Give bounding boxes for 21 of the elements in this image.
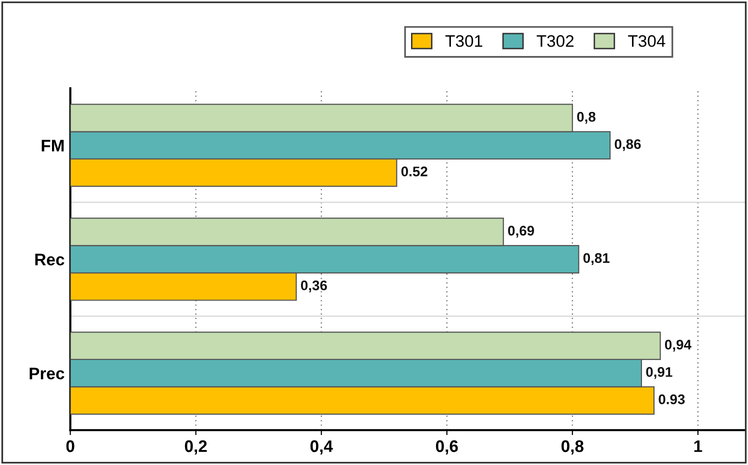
- y-tick-label: Prec: [30, 368, 64, 380]
- x-tick-label: 1: [694, 440, 702, 452]
- y-tick-label: Rec: [35, 254, 64, 266]
- data-label: 0,94: [664, 340, 692, 352]
- data-label: 0,91: [646, 367, 672, 379]
- x-tick-label: 0,8: [561, 440, 584, 455]
- x-tick-label: 0: [66, 440, 74, 452]
- x-tick-label: 0,6: [436, 440, 458, 455]
- data-label: 0,36: [300, 280, 327, 292]
- data-label: 0,81: [583, 253, 610, 265]
- data-label: 0,8: [577, 112, 596, 124]
- legend-label: T301: [445, 35, 482, 47]
- data-label: 0.52: [401, 166, 428, 176]
- legend-label: T304: [628, 35, 666, 47]
- legend-label: T302: [536, 35, 574, 47]
- y-tick-label: FM: [42, 140, 64, 152]
- data-label: 0.93: [658, 394, 685, 404]
- x-tick-label: 0,4: [310, 440, 333, 455]
- x-tick-label: 0,2: [184, 440, 207, 455]
- data-label: 0,86: [614, 139, 641, 152]
- data-label: 0,69: [508, 226, 534, 238]
